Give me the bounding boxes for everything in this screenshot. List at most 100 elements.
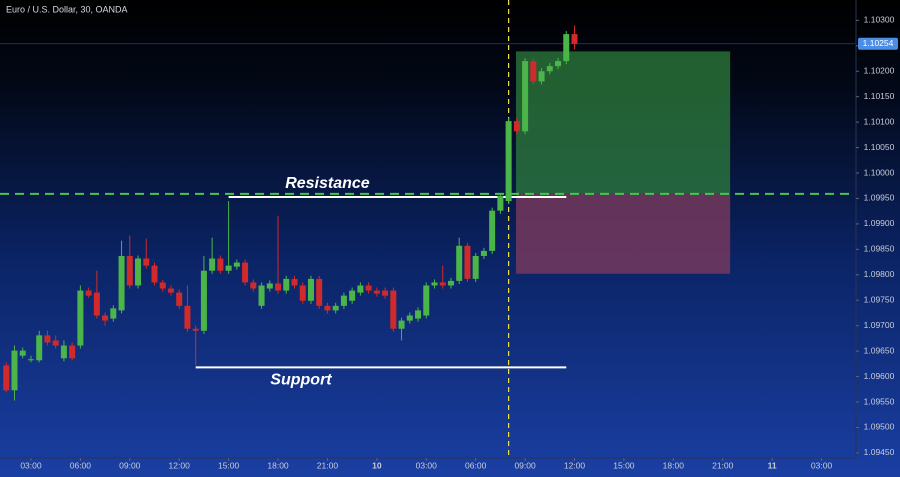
candle-body [233, 262, 240, 267]
candle-body [357, 285, 364, 293]
x-tick-label: 03:00 [811, 460, 833, 470]
candle-body [464, 245, 471, 279]
x-tick-label: 09:00 [119, 460, 141, 470]
candle-body [398, 320, 405, 329]
y-tick-label: 1.10000 [864, 167, 895, 177]
x-tick-label: 10 [372, 460, 382, 470]
candle-body [563, 34, 570, 62]
candle-body [27, 359, 34, 361]
candle-body [77, 290, 84, 346]
candle-body [225, 265, 232, 271]
candle-body [151, 265, 158, 283]
x-tick-label: 12:00 [564, 460, 586, 470]
candle-body [85, 290, 92, 296]
candle-body [69, 345, 76, 359]
candle-body [159, 282, 166, 289]
y-tick-label: 1.09700 [864, 320, 895, 330]
x-tick-label: 18:00 [267, 460, 289, 470]
level-label: Resistance [285, 175, 370, 192]
axis-layer: 1.103001.102501.102001.101501.101001.100… [20, 15, 898, 470]
candle-body [489, 210, 496, 251]
y-tick-label: 1.09650 [864, 345, 895, 355]
candle-body [480, 250, 487, 256]
candle-body [3, 365, 10, 391]
candle-body [406, 315, 413, 321]
candle-body [242, 262, 249, 283]
level-layer [0, 0, 855, 458]
candle-body [118, 255, 125, 311]
candle-body [192, 328, 199, 331]
y-tick-label: 1.09600 [864, 371, 895, 381]
y-tick-label: 1.10150 [864, 91, 895, 101]
candle-body [373, 290, 380, 294]
candle-body [546, 66, 553, 72]
candle-body [423, 285, 430, 316]
candle-body [431, 282, 438, 286]
x-tick-label: 15:00 [218, 460, 240, 470]
y-tick-label: 1.09850 [864, 244, 895, 254]
candle-layer [3, 25, 578, 401]
y-tick-label: 1.09450 [864, 447, 895, 457]
candle-body [571, 34, 578, 44]
candle-body [176, 292, 183, 306]
candle-body [439, 282, 446, 286]
y-tick-label: 1.10300 [864, 15, 895, 25]
candle-body [209, 258, 216, 271]
candle-body [60, 345, 67, 359]
loss-zone [516, 193, 731, 274]
x-tick-label: 21:00 [317, 460, 339, 470]
profit-zone [516, 51, 731, 194]
candle-body [382, 290, 389, 296]
candle-body [102, 315, 109, 321]
candle-body [415, 310, 422, 319]
candle-body [332, 305, 339, 311]
candle-body [505, 121, 512, 202]
candle-body [530, 61, 537, 82]
x-tick-label: 06:00 [465, 460, 487, 470]
y-tick-label: 1.09950 [864, 193, 895, 203]
candle-body [266, 283, 273, 289]
candle-body [283, 278, 290, 291]
candle-body [275, 283, 282, 291]
candle-body [390, 290, 397, 329]
candle-body [258, 285, 265, 306]
x-tick-label: 15:00 [613, 460, 635, 470]
candle-body [126, 255, 133, 286]
y-tick-label: 1.09900 [864, 218, 895, 228]
y-tick-label: 1.10100 [864, 116, 895, 126]
candle-body [11, 350, 18, 391]
candle-body [307, 278, 314, 301]
y-tick-label: 1.09500 [864, 422, 895, 432]
x-tick-label: 12:00 [169, 460, 191, 470]
candle-body [456, 245, 463, 281]
x-tick-label: 06:00 [70, 460, 92, 470]
candle-body [200, 270, 207, 331]
candle-body [472, 255, 479, 279]
candle-body [217, 258, 224, 271]
current-price-label: 1.10254 [863, 38, 894, 48]
candle-body [135, 258, 142, 286]
candle-body [36, 335, 43, 361]
candle-body [44, 335, 51, 343]
candle-body [291, 278, 298, 286]
candle-body [167, 288, 174, 293]
y-tick-label: 1.10050 [864, 142, 895, 152]
y-tick-label: 1.09550 [864, 396, 895, 406]
candle-body [316, 278, 323, 306]
x-tick-label: 03:00 [20, 460, 42, 470]
candle-body [19, 350, 26, 356]
x-tick-label: 21:00 [712, 460, 734, 470]
level-label: Support [270, 372, 332, 389]
candle-body [522, 61, 529, 132]
y-tick-label: 1.09800 [864, 269, 895, 279]
x-tick-label: 18:00 [663, 460, 685, 470]
y-tick-label: 1.09750 [864, 294, 895, 304]
y-tick-label: 1.10200 [864, 65, 895, 75]
candle-body [184, 305, 191, 329]
candle-body [497, 195, 504, 211]
candle-body [555, 61, 562, 67]
candle-body [513, 121, 520, 132]
